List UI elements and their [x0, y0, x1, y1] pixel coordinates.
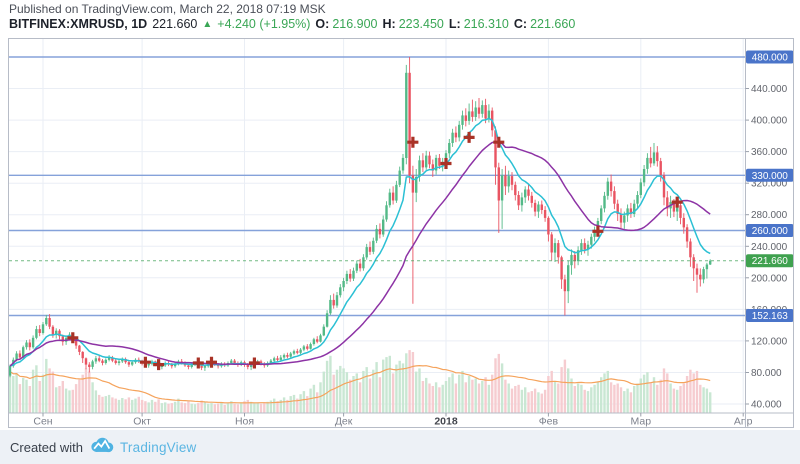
open-label: O: — [315, 17, 330, 31]
svg-text:Окт: Окт — [133, 416, 151, 428]
price-axis-labels: 440.000 400.000 360.000 320.000 280.000 240.0… — [745, 38, 794, 428]
svg-text:Апр: Апр — [734, 416, 753, 428]
svg-text:120.000: 120.000 — [751, 336, 788, 347]
svg-text:221.660: 221.660 — [752, 256, 789, 267]
symbol-name: BITFINEX:XMRUSD, 1D — [9, 17, 148, 31]
svg-text:Мар: Мар — [631, 416, 652, 428]
footer: Created with TradingView — [0, 430, 800, 464]
created-with-label: Created with — [10, 439, 83, 455]
symbol-info-bar: BITFINEX:XMRUSD, 1D 221.660 ▲ +4.240 (+1… — [9, 17, 575, 31]
svg-text:80.000: 80.000 — [751, 368, 782, 379]
volume-bars — [8, 350, 712, 413]
svg-text:40.000: 40.000 — [751, 400, 782, 411]
price-axis[interactable] — [745, 38, 794, 413]
high-value: 223.450 — [398, 17, 444, 31]
svg-text:400.000: 400.000 — [751, 116, 788, 127]
published-line: Published on TradingView.com, March 22, … — [9, 2, 326, 16]
chart-canvas[interactable]: Сен Окт Ноя Дек 2018 Фев Мар Апр 440.000 400.000 3… — [8, 38, 794, 428]
close-value: 221.660 — [530, 17, 576, 31]
time-axis-labels: Сен Окт Ноя Дек 2018 Фев Мар Апр — [8, 412, 794, 428]
svg-text:2018: 2018 — [434, 416, 458, 428]
up-arrow-icon: ▲ — [202, 19, 213, 30]
svg-text:440.000: 440.000 — [751, 84, 788, 95]
svg-text:360.000: 360.000 — [751, 147, 788, 158]
tradingview-cloud-logo-icon — [90, 437, 114, 458]
svg-text:320.000: 320.000 — [751, 179, 788, 190]
low-value: 216.310 — [463, 17, 509, 31]
svg-text:Ноя: Ноя — [235, 416, 254, 428]
high-label: H: — [382, 17, 396, 31]
svg-text:480.000: 480.000 — [752, 53, 789, 64]
svg-text:260.000: 260.000 — [752, 226, 789, 237]
svg-text:Фев: Фев — [539, 416, 559, 428]
svg-text:240.000: 240.000 — [751, 242, 788, 253]
time-axis[interactable] — [8, 413, 745, 428]
svg-text:280.000: 280.000 — [751, 210, 788, 221]
svg-text:152.163: 152.163 — [752, 311, 789, 322]
tradingview-link[interactable]: TradingView — [90, 437, 197, 458]
svg-text:330.000: 330.000 — [752, 171, 789, 182]
svg-text:200.000: 200.000 — [751, 273, 788, 284]
tradingview-brand-text: TradingView — [119, 439, 197, 455]
low-label: L: — [448, 17, 461, 31]
cross-markers — [67, 131, 683, 371]
close-label: C: — [513, 17, 528, 31]
svg-text:Дек: Дек — [335, 416, 353, 428]
svg-text:Сен: Сен — [33, 416, 52, 428]
price-change: +4.240 (+1.95%) — [217, 17, 311, 31]
open-value: 216.900 — [332, 17, 378, 31]
last-price-value: 221.660 — [152, 17, 198, 31]
last-price-tag — [746, 254, 794, 268]
